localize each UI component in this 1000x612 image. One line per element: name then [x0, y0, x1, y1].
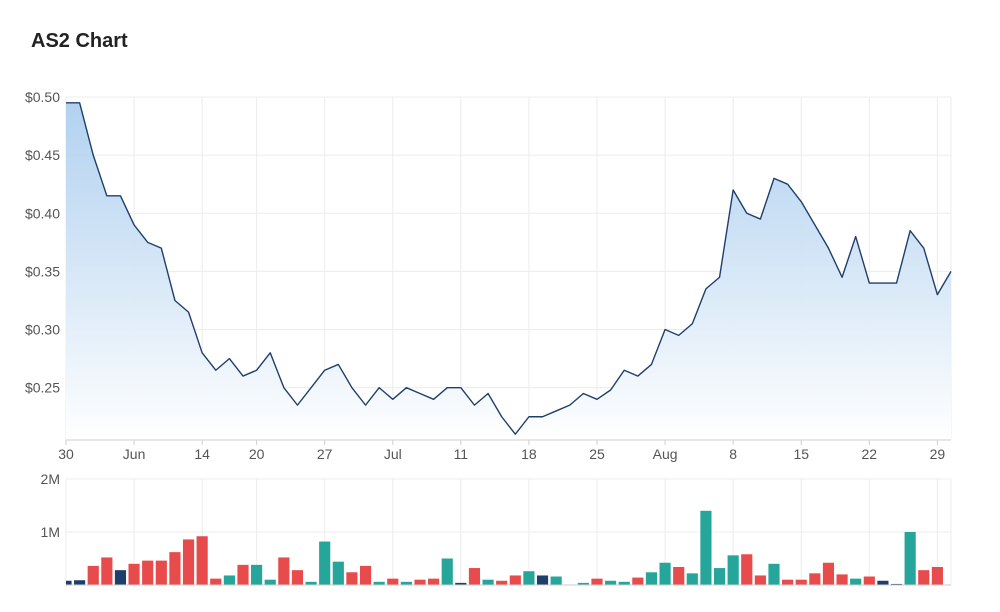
volume-bar [795, 579, 807, 585]
volume-bar [863, 576, 875, 585]
volume-bar [890, 583, 903, 585]
volume-bar [373, 581, 385, 585]
volume-bar [727, 555, 739, 585]
volume-bar [291, 570, 304, 585]
volume-bar [605, 580, 617, 585]
volume-bar [468, 568, 481, 585]
volume-bar [659, 562, 671, 585]
price-series-line [66, 102, 952, 435]
price-x-tick-label: Jun [123, 446, 146, 462]
volume-bar [850, 578, 862, 585]
volume-bar [114, 570, 127, 585]
volume-bar [904, 532, 916, 585]
price-y-axis: $0.50 $0.45 $0.40 $0.35 $0.30 $0.25 [25, 89, 60, 396]
price-x-tick-label: 30 [58, 446, 74, 462]
volume-y-axis: 2M 1M [41, 471, 951, 586]
volume-bar [237, 564, 249, 585]
volume-bar [822, 562, 835, 585]
volume-bar [359, 565, 372, 585]
volume-bar [645, 572, 658, 585]
price-y-tick-label: $0.30 [25, 322, 60, 338]
price-x-tick-label: 15 [793, 446, 809, 462]
volume-bar [673, 566, 685, 585]
volume-bar [591, 578, 603, 585]
price-x-tick-label: 20 [249, 446, 265, 462]
volume-bar [251, 564, 263, 585]
volume-bar [700, 510, 712, 585]
price-y-tick-label: $0.45 [25, 147, 60, 163]
volume-bar [809, 573, 821, 585]
volume-y-tick-label: 1M [41, 524, 60, 540]
price-y-tick-label: $0.25 [25, 380, 60, 396]
volume-bar [223, 575, 235, 585]
volume-bar [782, 579, 794, 585]
volume-bar [577, 582, 589, 585]
price-x-tick-label: Aug [653, 446, 678, 462]
price-y-tick-label: $0.50 [25, 89, 60, 105]
price-x-tick-label: 8 [729, 446, 737, 462]
price-x-tick-label: 14 [194, 446, 210, 462]
volume-bar [877, 580, 889, 585]
price-x-tick-label: Jul [384, 446, 402, 462]
price-x-tick-label: 27 [317, 446, 333, 462]
volume-bar [632, 577, 644, 585]
volume-bar [741, 554, 753, 585]
volume-bar [550, 576, 562, 585]
volume-bar [142, 560, 154, 585]
volume-bar [128, 563, 140, 585]
volume-bar [264, 579, 276, 585]
volume-bar [836, 574, 848, 585]
volume-bar [496, 580, 508, 585]
volume-bar [87, 565, 99, 585]
volume-bar [74, 580, 86, 585]
price-x-tick-label: 18 [521, 446, 537, 462]
volume-bar [931, 566, 943, 585]
chart-title: AS2 Chart [31, 30, 128, 52]
volume-bar [754, 575, 766, 585]
price-line [66, 102, 952, 435]
volume-bar [428, 578, 440, 585]
volume-bar [536, 575, 549, 585]
volume-bar [332, 561, 344, 585]
volume-bar [196, 536, 208, 585]
volume-bar [210, 578, 222, 585]
volume-bar [169, 552, 181, 585]
price-y-tick-label: $0.35 [25, 263, 60, 279]
price-area-fill [66, 102, 951, 440]
volume-bar [482, 579, 494, 585]
volume-bar [101, 557, 113, 585]
price-area [66, 102, 951, 440]
volume-bar [182, 539, 195, 585]
volume-bar [713, 568, 726, 585]
price-x-tick-label: 22 [862, 446, 878, 462]
volume-bar [509, 575, 521, 585]
volume-bar [523, 571, 535, 585]
volume-bar [918, 570, 930, 585]
price-x-tick-label: 29 [930, 446, 946, 462]
volume-bars [66, 510, 951, 585]
volume-bar [414, 579, 426, 585]
volume-bar [319, 541, 331, 585]
price-x-tick-label: 11 [454, 446, 469, 462]
price-x-tick-label: 25 [589, 446, 605, 462]
volume-bar [441, 558, 453, 585]
volume-bar [346, 572, 358, 585]
volume-bar [278, 557, 290, 585]
volume-bar [768, 563, 780, 585]
price-x-axis: 30 Jun 14 20 27 Jul 11 18 25 Aug 8 15 22 29 [58, 439, 951, 462]
volume-bar [618, 581, 630, 585]
volume-y-tick-label: 2M [41, 471, 60, 487]
volume-bar [455, 582, 467, 585]
volume-bar [686, 573, 698, 585]
volume-bar [305, 581, 317, 585]
price-y-tick-label: $0.40 [25, 205, 60, 221]
volume-bar [66, 580, 72, 585]
volume-bar [155, 560, 167, 585]
volume-bar [387, 578, 399, 585]
volume-bar [400, 581, 412, 585]
